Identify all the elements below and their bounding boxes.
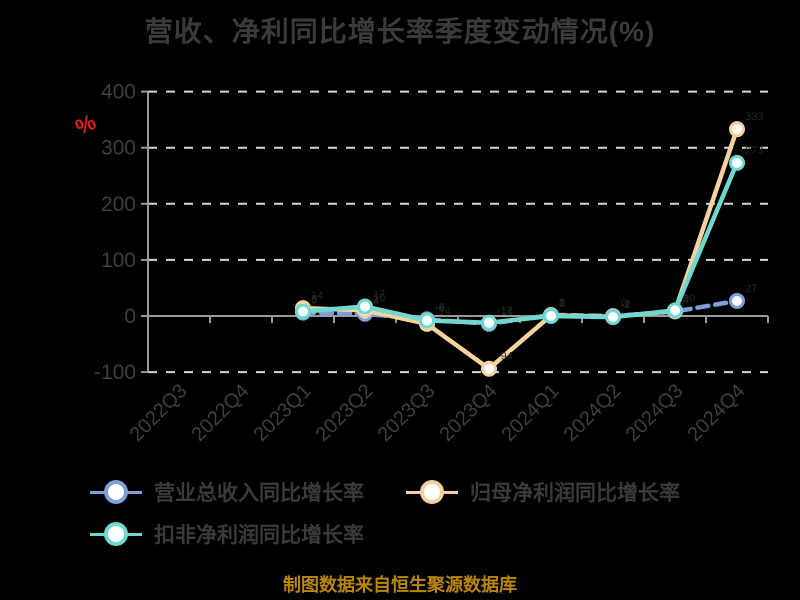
y-tick-label: 300 (101, 137, 136, 160)
data-label: 333 (745, 111, 763, 123)
legend-marker-revenue (90, 478, 142, 506)
data-point[interactable] (481, 360, 497, 377)
data-point[interactable] (357, 298, 373, 315)
x-tick-label: 2023Q2 (312, 380, 378, 446)
data-point[interactable] (295, 303, 311, 320)
chart-title: 营收、净利同比增长率季度变动情况(%) (144, 16, 656, 47)
data-point[interactable] (543, 308, 559, 324)
legend-item-revenue-growth[interactable]: 营业总收入同比增长率 (90, 477, 364, 507)
x-tick-label: 2022Q4 (188, 380, 254, 446)
data-label: -14 (435, 306, 451, 318)
y-tick-label: 400 (101, 81, 136, 104)
data-label: 0 (621, 298, 627, 310)
x-tick-label: 2023Q4 (436, 380, 502, 446)
legend-label: 营业总收入同比增长率 (154, 482, 364, 505)
legend-item-non-gaap-net-profit-growth[interactable]: 扣非净利润同比增长率 (90, 519, 364, 549)
data-label: 0 (559, 298, 565, 310)
data-label: 1 (559, 297, 565, 309)
net-profit-growth-series: 14 10 -14 -94 1 -1 9 333 (295, 111, 763, 377)
x-tick-label: 2023Q3 (374, 380, 440, 446)
x-tick-label: 2024Q3 (622, 380, 688, 446)
data-label: -2 (621, 299, 631, 311)
x-tick-label: 2024Q4 (684, 380, 750, 446)
data-label: 17 (373, 288, 385, 300)
data-point[interactable] (729, 292, 745, 309)
x-tick-label: 2022Q3 (126, 380, 192, 446)
data-label: 8 (683, 294, 689, 306)
data-label: -14 (497, 306, 513, 318)
data-label: 6 (311, 295, 317, 307)
y-tick-label: -100 (94, 361, 136, 384)
legend-marker-non-gaap (90, 520, 142, 548)
x-tick-label: 2024Q2 (560, 380, 626, 446)
y-tick-label: 100 (101, 249, 136, 272)
data-label: 4 (373, 296, 379, 308)
data-label: 27 (745, 283, 757, 295)
y-tick-label: 0 (124, 305, 136, 328)
x-tick-label: 2024Q1 (498, 380, 564, 446)
series-line (300, 126, 740, 371)
data-label: 9 (683, 293, 689, 305)
data-source-note: 制图数据来自恒生聚源数据库 (283, 575, 517, 595)
series-line (300, 160, 740, 325)
data-label: -94 (497, 351, 513, 363)
data-label: 10 (373, 292, 385, 304)
legend-label: 扣非净利润同比增长率 (154, 524, 364, 547)
legend-marker-net-profit (406, 478, 458, 506)
data-point[interactable] (729, 154, 745, 171)
data-label: 10 (683, 292, 695, 304)
legend-item-net-profit-growth[interactable]: 归母净利润同比增长率 (406, 477, 680, 507)
data-label: 2 (559, 297, 565, 309)
data-label: 273 (745, 145, 763, 157)
data-label: -8 (435, 302, 445, 314)
data-point[interactable] (729, 121, 745, 138)
data-point[interactable] (667, 302, 683, 319)
data-label: 8 (311, 294, 317, 306)
data-label: -12 (497, 305, 513, 317)
data-label: -6 (435, 301, 445, 313)
data-point[interactable] (481, 314, 497, 331)
legend-label: 归母净利润同比增长率 (470, 482, 680, 505)
data-point[interactable] (419, 312, 435, 329)
y-tick-label: 200 (101, 193, 136, 216)
data-label: -1 (621, 299, 631, 311)
data-point[interactable] (605, 309, 621, 326)
x-tick-label: 2023Q1 (250, 380, 316, 446)
data-label: 14 (311, 290, 323, 302)
